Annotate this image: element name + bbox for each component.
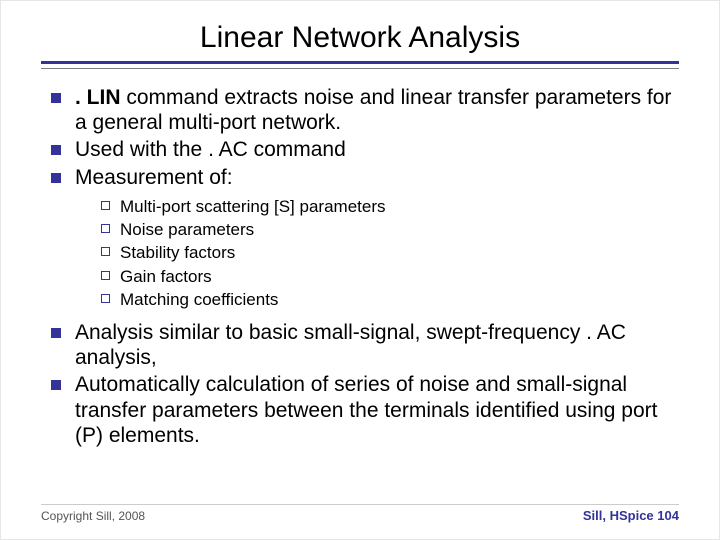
content-area: . LIN command extracts noise and linear … (41, 85, 679, 509)
title-rule-thin (41, 68, 679, 69)
list-item: Multi-port scattering [S] parameters (101, 196, 679, 217)
list-item: Used with the . AC command (51, 137, 679, 162)
footer-right: Sill, HSpice 104 (583, 508, 679, 523)
sub-list: Multi-port scattering [S] parameters Noi… (101, 196, 679, 310)
bullet-rest: command extracts noise and linear transf… (75, 86, 671, 134)
bullet-text: Used with the . AC command (75, 137, 346, 162)
page-number: 104 (657, 508, 679, 523)
list-item: Noise parameters (101, 219, 679, 240)
hollow-square-icon (101, 201, 110, 210)
list-item: Automatically calculation of series of n… (51, 372, 679, 448)
hollow-square-icon (101, 247, 110, 256)
title-rule-thick (41, 61, 679, 64)
hollow-square-icon (101, 271, 110, 280)
footer: Copyright Sill, 2008 Sill, HSpice 104 (41, 504, 679, 523)
square-bullet-icon (51, 328, 61, 338)
square-bullet-icon (51, 145, 61, 155)
sub-bullet-text: Gain factors (120, 266, 212, 287)
bullet-text: Automatically calculation of series of n… (75, 372, 679, 448)
square-bullet-icon (51, 380, 61, 390)
footer-label: Sill, HSpice (583, 508, 654, 523)
sub-bullet-text: Stability factors (120, 242, 235, 263)
bullet-text: . LIN command extracts noise and linear … (75, 85, 679, 135)
bullet-text: Measurement of: (75, 165, 233, 190)
list-item: Measurement of: (51, 165, 679, 190)
square-bullet-icon (51, 173, 61, 183)
square-bullet-icon (51, 93, 61, 103)
hollow-square-icon (101, 294, 110, 303)
list-item: . LIN command extracts noise and linear … (51, 85, 679, 135)
slide: Linear Network Analysis . LIN command ex… (1, 1, 719, 539)
bold-lead: . LIN (75, 86, 121, 109)
copyright-text: Copyright Sill, 2008 (41, 509, 145, 523)
list-item: Matching coefficients (101, 289, 679, 310)
list-item: Analysis similar to basic small-signal, … (51, 320, 679, 370)
list-item: Gain factors (101, 266, 679, 287)
sub-bullet-text: Multi-port scattering [S] parameters (120, 196, 385, 217)
hollow-square-icon (101, 224, 110, 233)
bullet-text: Analysis similar to basic small-signal, … (75, 320, 679, 370)
page-title: Linear Network Analysis (41, 21, 679, 55)
sub-bullet-text: Matching coefficients (120, 289, 278, 310)
sub-bullet-text: Noise parameters (120, 219, 254, 240)
list-item: Stability factors (101, 242, 679, 263)
